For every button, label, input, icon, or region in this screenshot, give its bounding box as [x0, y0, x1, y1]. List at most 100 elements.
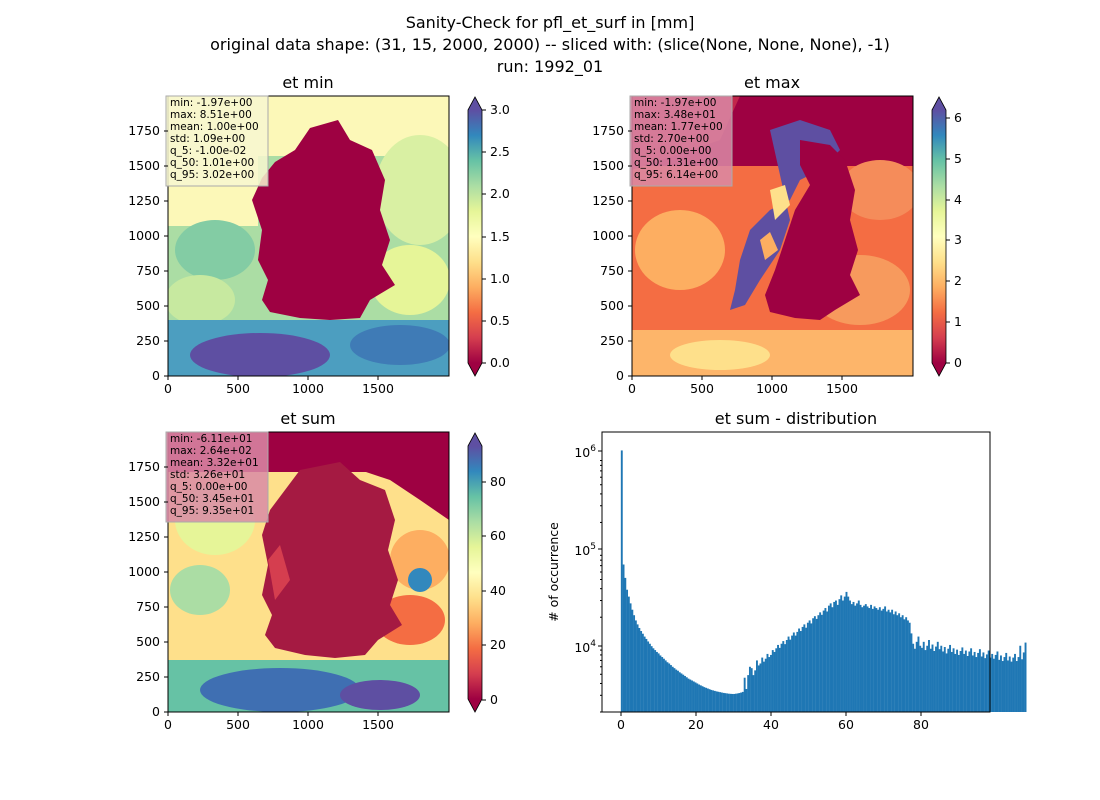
histogram-bar — [703, 687, 706, 712]
histogram-bar — [678, 672, 681, 712]
stat-line: q_5: -1.00e-02 — [170, 145, 246, 157]
histogram-bar — [905, 617, 908, 712]
histogram-bar — [815, 618, 818, 712]
histogram-bar — [668, 663, 671, 712]
histogram-bar — [810, 623, 813, 712]
stat-line: q_5: 0.00e+00 — [634, 145, 711, 157]
histogram-bar — [863, 605, 865, 712]
histogram-bar — [952, 648, 955, 712]
histogram-bar — [964, 650, 967, 712]
histogram-bar — [933, 651, 936, 712]
histogram-bar — [889, 612, 892, 712]
stat-line: q_95: 9.35e+01 — [170, 505, 254, 517]
histogram-bar — [912, 643, 915, 712]
histogram-bar — [935, 646, 937, 712]
colorbar: 0 20 40 60 80 — [467, 432, 506, 713]
histogram-bar — [680, 673, 683, 712]
panel-title: et sum — [280, 409, 335, 428]
histogram-bar — [887, 609, 890, 712]
x-tick-label: 1000 — [756, 381, 788, 396]
y-tick-label: 1250 — [592, 193, 624, 208]
histogram-bar — [987, 650, 990, 712]
histogram-bar — [963, 653, 966, 712]
histogram-bar — [915, 641, 918, 712]
histogram-bar — [785, 640, 788, 712]
histogram-bar — [957, 654, 960, 712]
y-tick-label: 250 — [136, 333, 160, 348]
histogram-bar — [1005, 652, 1008, 712]
histogram-bar — [819, 612, 822, 712]
histogram-bar — [847, 596, 850, 712]
histogram-bar — [885, 611, 888, 712]
colorbar-tick-label: 0.0 — [490, 355, 510, 370]
stats-text: min: -6.11e+01 max: 2.64e+02 mean: 3.32e… — [170, 433, 259, 517]
stat-line: q_95: 3.02e+00 — [170, 169, 254, 181]
histogram-bar — [970, 648, 973, 712]
histogram-bar — [741, 691, 744, 712]
histogram-bar — [640, 631, 643, 712]
histogram-bar — [836, 604, 839, 712]
x-axis: 0 500 1000 1500 — [164, 712, 394, 732]
histogram-bar — [1021, 659, 1023, 712]
histogram-bar — [773, 651, 776, 712]
histogram-bar — [671, 666, 674, 712]
y-tick-label: 1750 — [128, 459, 160, 474]
x-axis: 0 20 40 60 80 — [617, 712, 929, 732]
histogram-bar — [968, 651, 971, 712]
histogram-bar — [763, 661, 765, 712]
x-tick-label: 1500 — [826, 381, 858, 396]
stat-line: max: 3.48e+01 — [634, 109, 716, 121]
histogram-bar — [845, 591, 848, 712]
histogram-bar — [994, 654, 997, 712]
histogram-bar — [824, 608, 827, 712]
histogram-bar — [710, 689, 713, 712]
heatmap-et-min — [168, 96, 449, 376]
x-tick-label: 0 — [164, 381, 172, 396]
histogram-bar — [894, 611, 897, 712]
histogram-bar — [754, 670, 757, 712]
stat-line: q_95: 6.14e+00 — [634, 169, 718, 181]
histogram-bar — [859, 604, 862, 712]
histogram-bar — [831, 607, 834, 712]
colorbar-tick-label: 2 — [954, 273, 962, 288]
histogram-bar — [992, 658, 995, 712]
y-tick-label: 1250 — [128, 193, 160, 208]
histogram-bar — [620, 450, 623, 712]
histogram-bar — [880, 610, 883, 712]
histogram-bar — [729, 693, 732, 712]
colorbar-tick-label: 3 — [954, 232, 962, 247]
histogram-bar — [780, 643, 783, 712]
histogram-bar — [782, 641, 785, 712]
histogram-bar — [949, 644, 952, 712]
histogram-bar — [866, 606, 869, 712]
histogram-bar — [633, 615, 636, 712]
stat-line: q_5: 0.00e+00 — [170, 481, 247, 493]
histogram-bar — [720, 692, 723, 712]
y-tick-label: 250 — [136, 669, 160, 684]
histogram-bar — [692, 681, 695, 712]
x-axis: 0 500 1000 1500 — [164, 376, 394, 396]
histogram-bar — [691, 680, 693, 712]
histogram-bar — [1007, 660, 1009, 712]
histogram-bar — [731, 693, 734, 712]
histogram-bar — [666, 662, 669, 712]
histogram-bar — [835, 600, 837, 712]
histogram-bar — [747, 675, 750, 712]
histogram-bar — [771, 650, 774, 712]
colorbar: 0 1 2 3 4 5 6 — [931, 96, 962, 377]
histogram-bar — [833, 601, 836, 712]
colorbar-tick-label: 60 — [490, 528, 506, 543]
histogram-bar — [684, 675, 686, 712]
histogram-bar — [892, 614, 895, 712]
histogram-bar — [878, 607, 881, 712]
histogram-bar — [685, 677, 688, 712]
x-tick-label: 40 — [763, 717, 779, 732]
histogram-bar — [910, 633, 913, 712]
histogram-bar — [756, 660, 758, 712]
histogram-bar — [624, 577, 627, 712]
stat-line: min: -1.97e+00 — [170, 97, 252, 109]
histogram-bar — [1010, 661, 1013, 712]
histogram-bar — [708, 689, 711, 712]
histogram-bar — [950, 651, 953, 712]
y-tick-label: 105 — [574, 542, 596, 558]
